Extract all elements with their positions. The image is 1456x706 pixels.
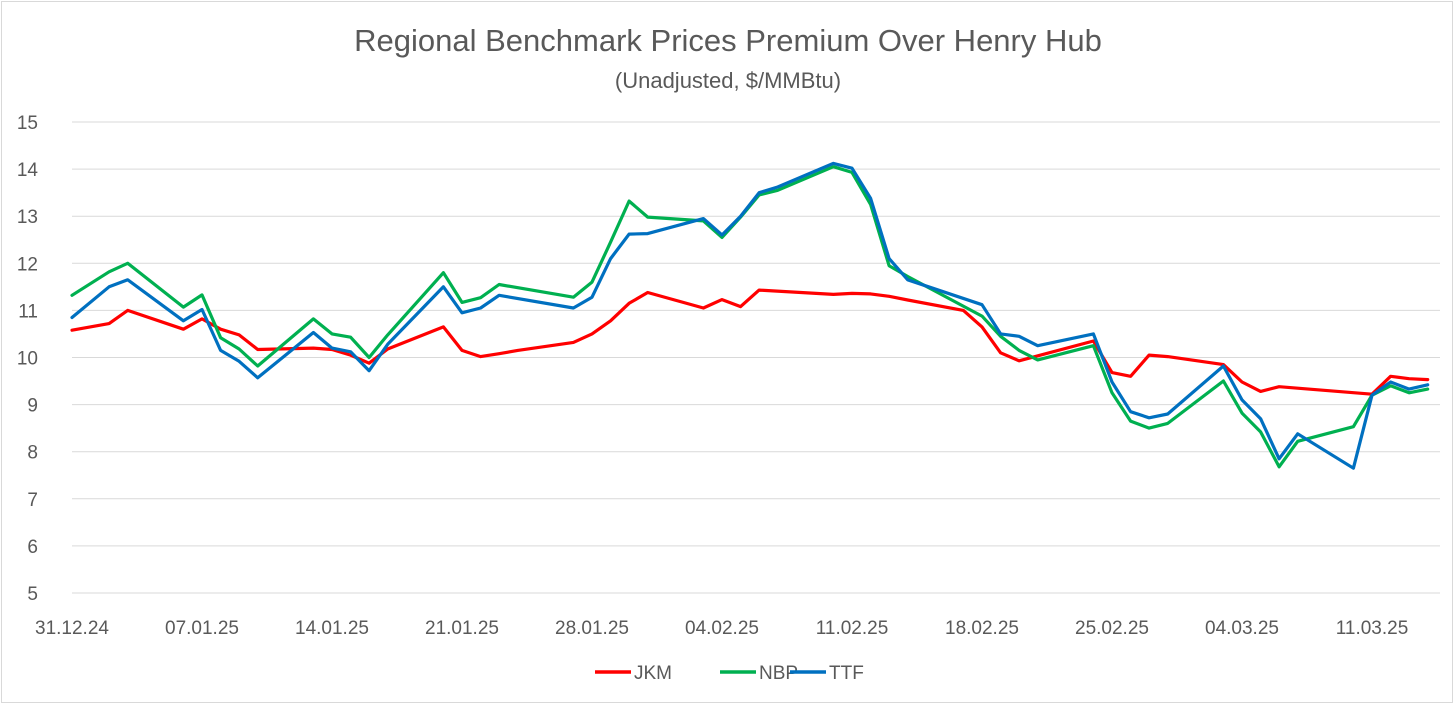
x-tick-label: 07.01.25 (165, 618, 239, 639)
y-tick-label: 13 (17, 207, 38, 228)
legend: JKM NBP TTF (595, 663, 864, 684)
legend-label-jkm: JKM (634, 663, 672, 684)
legend-label-nbp: NBP (759, 663, 798, 684)
x-tick-label: 31.12.24 (35, 618, 109, 639)
x-tick-label: 04.02.25 (685, 618, 759, 639)
x-tick-label: 04.03.25 (1205, 618, 1279, 639)
x-tick-label: 21.01.25 (425, 618, 499, 639)
y-tick-label: 14 (17, 160, 39, 181)
y-axis-ticks: 5 6 7 8 9 10 11 12 13 14 15 (17, 113, 39, 605)
series-line-jkm (70, 288, 1430, 396)
y-tick-label: 10 (17, 349, 38, 370)
series-lines (70, 161, 1430, 470)
series-line-ttf (70, 161, 1430, 470)
x-tick-label: 28.01.25 (555, 618, 629, 639)
y-tick-label: 6 (27, 537, 38, 558)
y-tick-label: 12 (17, 254, 38, 275)
x-tick-label: 14.01.25 (295, 618, 369, 639)
y-tick-label: 8 (27, 443, 38, 464)
y-tick-label: 15 (17, 113, 38, 134)
series-line-nbp (70, 165, 1430, 469)
chart-title: Regional Benchmark Prices Premium Over H… (354, 23, 1102, 58)
gridlines (72, 121, 1440, 594)
x-tick-label: 18.02.25 (945, 618, 1019, 639)
x-tick-label: 11.03.25 (1336, 618, 1409, 639)
x-tick-label: 11.02.25 (816, 618, 889, 639)
y-tick-label: 7 (27, 490, 38, 511)
chart-subtitle: (Unadjusted, $/MMBtu) (615, 68, 841, 93)
y-tick-label: 5 (27, 584, 38, 605)
y-tick-label: 9 (27, 396, 38, 417)
x-axis-ticks: 31.12.24 07.01.25 14.01.25 21.01.25 28.01.25… (35, 618, 1408, 639)
legend-label-ttf: TTF (829, 663, 864, 684)
y-tick-label: 11 (18, 301, 38, 322)
x-tick-label: 25.02.25 (1075, 618, 1149, 639)
